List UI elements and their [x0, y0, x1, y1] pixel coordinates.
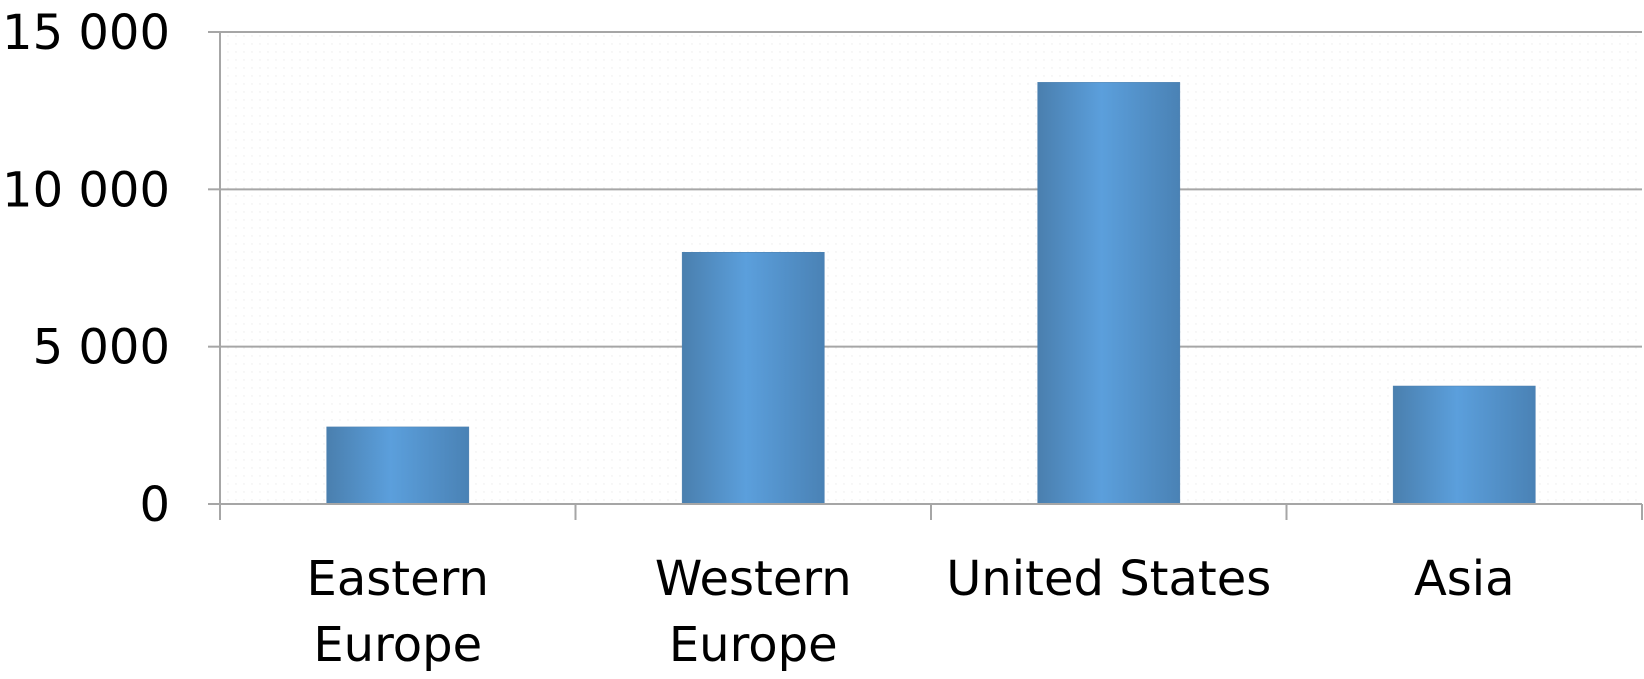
bar	[1392, 385, 1536, 505]
x-tick-labels: Eastern Europe Western Europe United States A…	[307, 551, 1515, 673]
x-tick-label: Western Europe	[655, 551, 852, 673]
y-tick-label: 0	[139, 477, 170, 533]
bar	[681, 252, 825, 505]
x-tick-label: Asia	[1414, 551, 1515, 607]
y-tick-label: 10 000	[2, 162, 170, 218]
bars	[326, 82, 1536, 505]
y-tick-label: 15 000	[2, 5, 170, 61]
x-tick-label: United States	[946, 551, 1271, 607]
bar	[326, 426, 470, 505]
axes	[208, 31, 1643, 520]
y-tick-labels: 0 5 000 10 000 15 000	[2, 5, 170, 533]
gridlines	[220, 31, 1642, 348]
x-tick-label: Eastern Europe	[307, 551, 489, 673]
y-tick-label: 5 000	[33, 320, 170, 376]
bar	[1037, 82, 1181, 505]
